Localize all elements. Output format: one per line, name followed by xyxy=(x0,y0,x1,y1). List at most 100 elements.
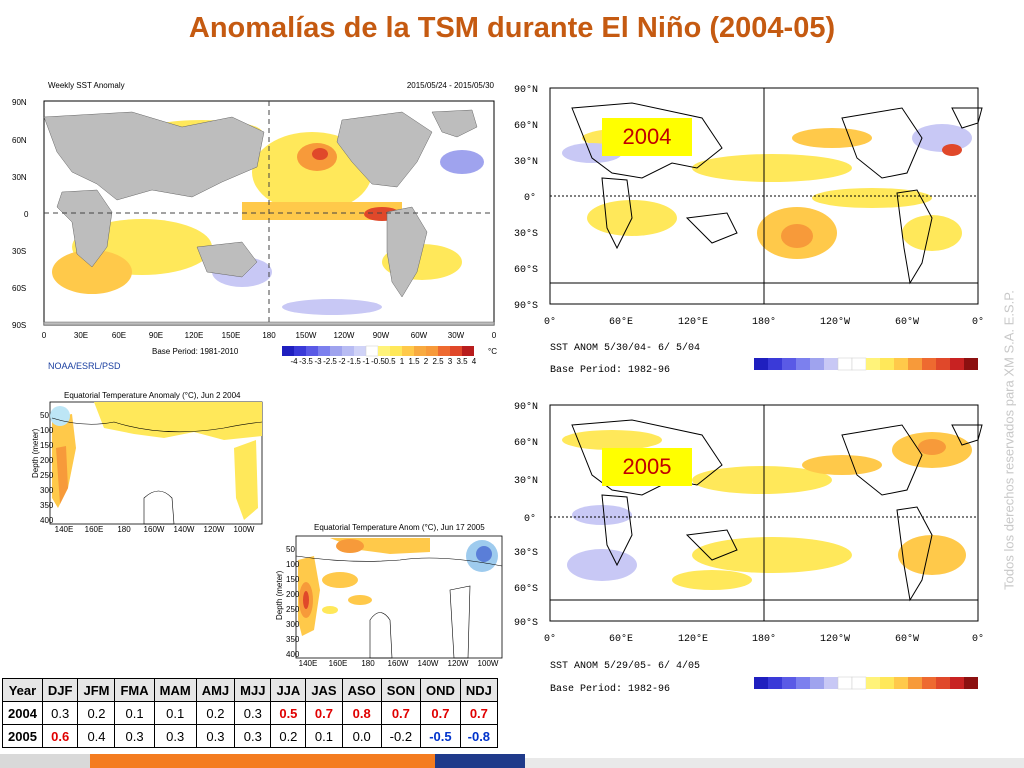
lon-labels-2004: 0° 60°E 120°E 180° 120°W 60°W 0° xyxy=(544,316,984,328)
lon-label: 60E xyxy=(112,331,126,340)
scale-label: -3 xyxy=(314,357,322,366)
lon-label: 0° xyxy=(972,633,984,645)
value-cell: 0.7 xyxy=(419,701,461,725)
weekly-scale-labels: -4 -3.5 -3 -2.5 -2 -1.5 -1 -0.5 0.5 1 1.… xyxy=(290,347,497,366)
scale-label: -2.5 xyxy=(323,357,337,366)
year-label-2005: 2005 xyxy=(602,448,692,486)
depth-label: 400 xyxy=(286,650,300,659)
value-cell: -0.2 xyxy=(380,724,421,748)
depth-label: 250 xyxy=(286,605,300,614)
equatorial-anomaly-2004: Equatorial Temperature Anomaly (°C), Jun… xyxy=(31,391,263,534)
scale-label: 3 xyxy=(448,357,453,366)
header-cell: MJJ xyxy=(234,678,272,702)
value-cell: 0.6 xyxy=(41,724,79,748)
scale-label: 3.5 xyxy=(456,357,468,366)
value-cell: 0.2 xyxy=(195,701,236,725)
lon-label: 120°E xyxy=(678,633,708,645)
lon-label: 180° xyxy=(752,316,776,328)
scale-label: -3.5 xyxy=(299,357,313,366)
lon-label: 140E xyxy=(299,659,318,668)
lat-label: 60°S xyxy=(514,264,538,276)
equatorial-anomaly-2004-panel: Equatorial Temperature Anomaly (°C), Jun… xyxy=(24,388,268,538)
eq-2004-ylabel: Depth (meter) xyxy=(31,428,40,478)
scale-label: 2 xyxy=(424,357,429,366)
base-period-2004: Base Period: 1982-96 xyxy=(550,364,670,376)
lon-label: 0 xyxy=(42,331,47,340)
depth-label: 200 xyxy=(286,590,300,599)
lon-label: 0° xyxy=(972,316,984,328)
value-cell: 0.0 xyxy=(341,724,382,748)
scale-label: -1 xyxy=(362,357,370,366)
lat-label: 60°N xyxy=(514,437,538,449)
lat-label: 30°N xyxy=(514,475,538,487)
lat-label: 90°S xyxy=(514,300,538,312)
value-cell: 0.3 xyxy=(195,724,236,748)
lon-label: 120W xyxy=(204,525,225,534)
header-cell: DJF xyxy=(41,678,79,702)
value-cell: 0.3 xyxy=(41,701,79,725)
value-cell: 0.3 xyxy=(234,701,272,725)
scale-label: 1.5 xyxy=(408,357,420,366)
table-row: 2005 0.6 0.4 0.3 0.3 0.3 0.3 0.2 0.1 0.0… xyxy=(2,724,498,748)
depth-label: 250 xyxy=(40,471,54,480)
depth-label: 300 xyxy=(286,620,300,629)
lon-labels-2005: 0° 60°E 120°E 180° 120°W 60°W 0° xyxy=(544,633,984,645)
lon-label: 60W xyxy=(411,331,428,340)
eq-2005-title: Equatorial Temperature Anom (°C), Jun 17… xyxy=(314,523,485,532)
value-cell: 0.7 xyxy=(305,701,343,725)
lon-label: 160W xyxy=(144,525,165,534)
eq-2005-ylabel: Depth (meter) xyxy=(275,570,284,620)
slide-title: Anomalías de la TSM durante El Niño (200… xyxy=(188,12,836,44)
lon-label: 120E xyxy=(185,331,204,340)
anomaly-field-2005 xyxy=(562,430,972,590)
depth-label: 350 xyxy=(286,635,300,644)
table-header-row: Year DJF JFM FMA MAM AMJ MJJ JJA JAS ASO… xyxy=(2,678,498,702)
header-cell: NDJ xyxy=(459,678,498,702)
lat-label: 90°N xyxy=(514,84,538,96)
sst-map-2004: 90°N 60°N 30°N 0° 30°S 60°S 90°S 0° 60°E… xyxy=(514,84,984,376)
scale-label: -1.5 xyxy=(347,357,361,366)
weekly-color-scale xyxy=(282,345,474,357)
depth-label: 100 xyxy=(286,560,300,569)
lat-label: 30°S xyxy=(514,228,538,240)
lon-label: 180 xyxy=(361,659,375,668)
lon-label: 0° xyxy=(544,316,556,328)
header-cell: JJA xyxy=(270,678,307,702)
depth-label: 50 xyxy=(40,411,49,420)
footer-bar xyxy=(0,750,1024,768)
value-cell: 0.5 xyxy=(270,701,307,725)
scale-label: 2.5 xyxy=(432,357,444,366)
eq-2004-title: Equatorial Temperature Anomaly (°C), Jun… xyxy=(64,391,241,400)
lat-labels-2005: 90°N 60°N 30°N 0° 30°S 60°S 90°S xyxy=(514,401,538,629)
header-cell: AMJ xyxy=(195,678,236,702)
value-cell: 0.2 xyxy=(270,724,307,748)
value-cell: -0.5 xyxy=(419,724,461,748)
sst-map-2004-panel: 90°N 60°N 30°N 0° 30°S 60°S 90°S 0° 60°E… xyxy=(512,78,990,376)
value-cell: 0.3 xyxy=(153,724,197,748)
lon-label: 60°W xyxy=(895,316,919,328)
depth-label: 100 xyxy=(40,426,54,435)
lon-label: 140W xyxy=(174,525,195,534)
value-cell: 0.1 xyxy=(114,701,155,725)
lon-label: 180° xyxy=(752,633,776,645)
oni-table: Year DJF JFM FMA MAM AMJ MJJ JJA JAS ASO… xyxy=(2,678,498,748)
lon-label: 180 xyxy=(117,525,131,534)
lat-label: 0° xyxy=(524,192,536,204)
lat-label: 60N xyxy=(12,136,27,145)
scale-unit: °C xyxy=(488,347,497,356)
base-period-label: Base Period: 1981-2010 xyxy=(152,347,239,356)
depth-label: 150 xyxy=(286,575,300,584)
year-cell: 2004 xyxy=(2,701,43,725)
eq-2005-depth-labels: 50 100 150 200 250 300 350 400 xyxy=(286,545,300,659)
lat-label: 60°S xyxy=(514,583,538,595)
value-cell: 0.4 xyxy=(77,724,116,748)
lon-label: 90E xyxy=(149,331,163,340)
year-cell: 2005 xyxy=(2,724,43,748)
depth-label: 400 xyxy=(40,516,54,525)
lon-label: 150W xyxy=(296,331,317,340)
anom-caption-2004: SST ANOM 5/30/04- 6/ 5/04 xyxy=(550,342,700,354)
equatorial-anomaly-2005-panel: Equatorial Temperature Anom (°C), Jun 17… xyxy=(270,520,506,670)
lat-label: 30°S xyxy=(514,547,538,559)
header-cell: ASO xyxy=(341,678,382,702)
copyright-watermark: Todos los derechos reservados para XM S.… xyxy=(1001,240,1017,640)
